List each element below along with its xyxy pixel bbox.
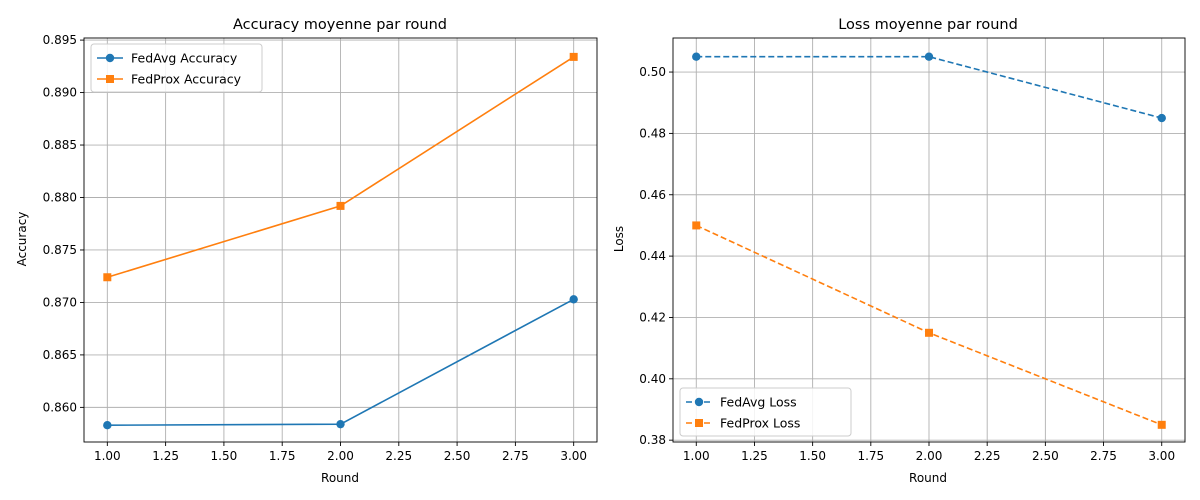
chart-title: Loss moyenne par round bbox=[838, 17, 1018, 33]
legend-label: FedAvg Accuracy bbox=[131, 51, 238, 66]
x-tick-label: 1.75 bbox=[857, 449, 884, 463]
data-point bbox=[569, 295, 578, 304]
x-axis-label: Round bbox=[909, 471, 947, 485]
x-tick-label: 1.25 bbox=[741, 449, 768, 463]
y-tick-label: 0.880 bbox=[43, 191, 77, 205]
x-tick-label: 1.00 bbox=[683, 449, 710, 463]
y-tick-label: 0.885 bbox=[43, 138, 77, 152]
legend-box bbox=[679, 387, 852, 437]
data-point bbox=[924, 52, 934, 61]
y-tick-label: 0.875 bbox=[43, 243, 77, 257]
y-tick-label: 0.38 bbox=[639, 433, 666, 447]
x-tick-label: 2.50 bbox=[444, 449, 471, 463]
loss-chart: Loss moyenne par round Round Loss 1.00 1.… bbox=[612, 17, 1186, 485]
accuracy-chart: Accuracy moyenne par round Round Accurac… bbox=[15, 17, 598, 485]
y-axis-label: Loss bbox=[612, 226, 626, 252]
y-tick-label: 0.48 bbox=[639, 126, 666, 140]
y-tick-label: 0.860 bbox=[43, 400, 77, 414]
y-tick-label: 0.870 bbox=[43, 295, 77, 309]
x-tick-label: 1.00 bbox=[94, 449, 121, 463]
x-tick-label: 1.50 bbox=[211, 449, 238, 463]
legend-label: FedProx Accuracy bbox=[131, 72, 242, 87]
x-tick-label: 1.75 bbox=[269, 449, 296, 463]
plot-frame bbox=[672, 37, 1186, 443]
y-tick-label: 0.46 bbox=[639, 188, 666, 202]
x-tick-label: 2.00 bbox=[327, 449, 354, 463]
data-point bbox=[1157, 420, 1166, 429]
x-tick-label: 1.25 bbox=[152, 449, 179, 463]
legend-marker bbox=[105, 53, 115, 63]
y-tick-label: 0.44 bbox=[639, 249, 666, 263]
data-point bbox=[103, 421, 112, 430]
data-point bbox=[336, 419, 345, 429]
y-tick-label: 0.865 bbox=[43, 348, 77, 362]
x-tick-label: 2.75 bbox=[1090, 449, 1117, 463]
legend-marker bbox=[694, 397, 704, 407]
legend-box bbox=[90, 43, 263, 93]
x-tick-label: 1.50 bbox=[799, 449, 826, 463]
legend-marker bbox=[695, 419, 703, 427]
x-tick-label: 3.00 bbox=[560, 449, 587, 463]
x-tick-label: 3.00 bbox=[1148, 449, 1175, 463]
y-tick-label: 0.890 bbox=[43, 86, 77, 100]
data-point bbox=[336, 201, 345, 210]
data-point bbox=[103, 273, 112, 282]
chart-title: Accuracy moyenne par round bbox=[233, 17, 447, 33]
y-axis-label: Accuracy bbox=[15, 212, 29, 267]
y-tick-label: 0.40 bbox=[639, 372, 666, 386]
y-tick-label: 0.895 bbox=[43, 33, 77, 47]
x-tick-label: 2.75 bbox=[502, 449, 529, 463]
data-point bbox=[692, 52, 701, 61]
data-point bbox=[925, 328, 933, 337]
y-tick-label: 0.42 bbox=[639, 310, 666, 324]
x-tick-label: 2.50 bbox=[1032, 449, 1059, 463]
data-point bbox=[692, 221, 701, 230]
series-line bbox=[696, 55, 1162, 119]
x-tick-label: 2.25 bbox=[974, 449, 1001, 463]
x-axis-label: Round bbox=[321, 471, 359, 485]
plot-frame bbox=[83, 37, 598, 443]
data-point bbox=[569, 52, 578, 61]
y-tick-label: 0.50 bbox=[639, 65, 666, 79]
legend-marker bbox=[106, 75, 114, 83]
x-tick-label: 2.00 bbox=[916, 449, 943, 463]
legend-label: FedProx Loss bbox=[720, 416, 800, 431]
legend-label: FedAvg Loss bbox=[720, 395, 797, 410]
x-tick-label: 2.25 bbox=[385, 449, 412, 463]
data-point bbox=[1157, 113, 1166, 123]
